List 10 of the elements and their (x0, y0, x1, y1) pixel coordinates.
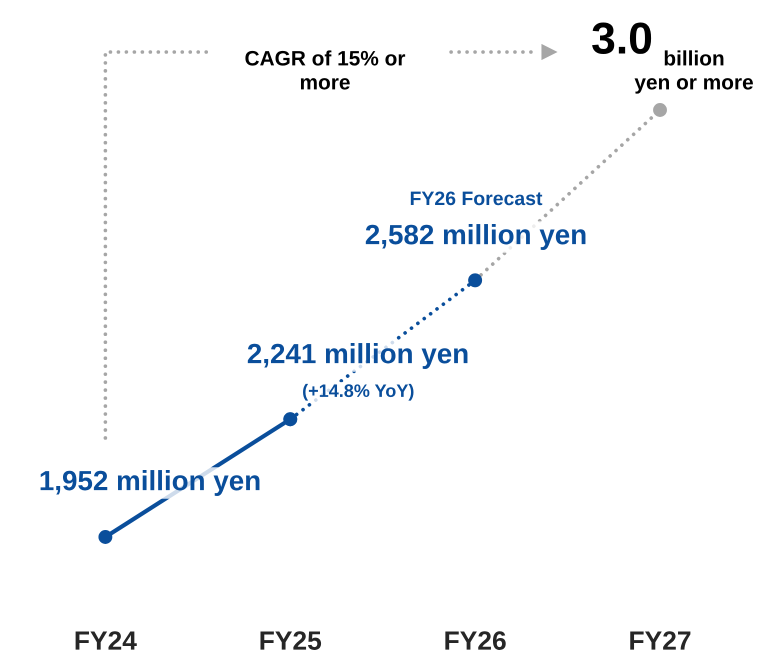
data-label: 2,241 million yen (248, 343, 468, 369)
x-tick-label: FY26 (445, 631, 506, 650)
annotation: (+14.8% YoY) (303, 384, 414, 401)
x-tick-label: FY24 (76, 631, 137, 650)
x-tick-label: FY27 (630, 631, 690, 650)
x-tick-label: FY25 (260, 631, 322, 650)
data-label: 2,582 million yen (366, 224, 586, 250)
annotation: FY26 Forecast (410, 191, 542, 206)
text: CAGR of 15% or more (245, 50, 406, 90)
data-label: 1,952 million yen (40, 470, 260, 496)
